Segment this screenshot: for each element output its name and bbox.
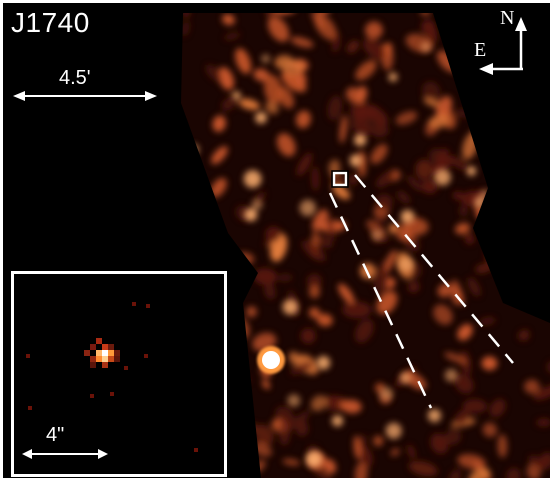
zoom-inset-panel: 4" — [11, 271, 227, 477]
inset-pixels — [26, 302, 198, 452]
source-box-marker — [332, 171, 348, 187]
inset-point-source-image — [22, 302, 198, 459]
compass-north-label: N — [500, 7, 515, 29]
main-scale-label: 4.5' — [59, 67, 91, 89]
dashed-tail-line-right — [354, 174, 514, 364]
compass-arrows — [479, 17, 527, 75]
diffuse-emission-map — [13, 13, 550, 478]
compass-east-label: E — [474, 39, 487, 61]
inset-scale-bar — [22, 449, 108, 459]
image-title: J1740 — [11, 7, 90, 38]
dashed-tail-line-left — [328, 192, 433, 409]
source-box-outline — [331, 170, 349, 188]
bright-point-source — [257, 346, 285, 374]
inset-scale-label: 4" — [46, 424, 65, 446]
xray-image-panel: J1740 4.5' N E 4" — [3, 3, 550, 478]
main-scale-bar — [13, 91, 157, 101]
